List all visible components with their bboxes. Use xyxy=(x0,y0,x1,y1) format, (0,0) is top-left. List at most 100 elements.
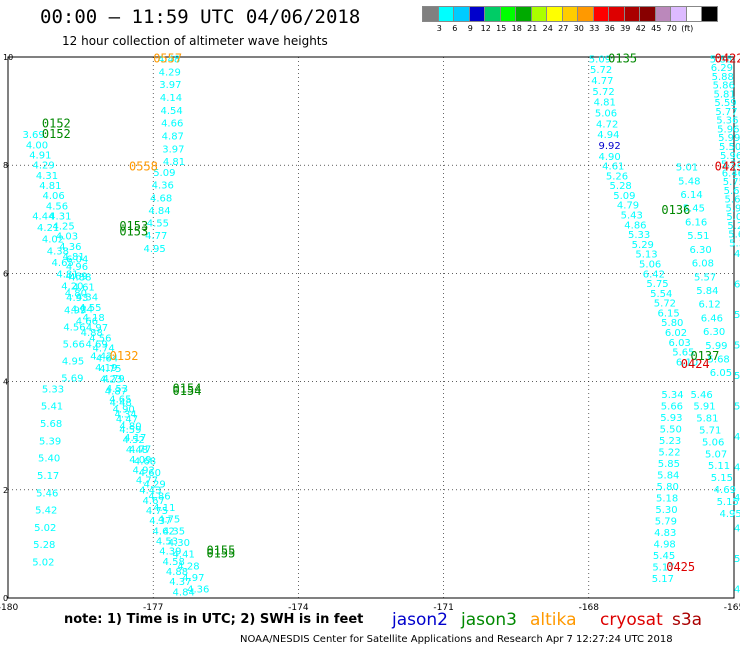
legend-label: 30 xyxy=(573,24,584,33)
wave-height-label: 5.06 xyxy=(702,437,724,448)
wave-height-label: 5.33 xyxy=(628,230,650,241)
wave-height-label: 5.80 xyxy=(657,482,679,493)
wave-height-label: 4.60 xyxy=(139,468,161,479)
chart-title: 00:00 – 11:59 UTC 04/06/2018 xyxy=(40,6,361,28)
legend-label: 27 xyxy=(558,24,569,33)
wave-height-label: 9.92 xyxy=(598,141,620,152)
legend-label: 15 xyxy=(496,24,507,33)
pass-time-label: 0154 xyxy=(173,381,202,395)
wave-height-label: 5.46 xyxy=(690,390,712,401)
legend-label: 18 xyxy=(511,24,522,33)
pass-time-label: 0422 xyxy=(715,51,740,65)
wave-height-label: 4.79 xyxy=(617,201,639,212)
wave-height-label: 5.58 xyxy=(721,160,740,171)
legend-label: 36 xyxy=(604,24,615,33)
wave-height-label: 4.84 xyxy=(734,249,740,260)
pass-time-label: 0423 xyxy=(715,160,740,174)
wave-height-label: 4.97 xyxy=(86,323,108,334)
wave-height-label: 4.83 xyxy=(654,528,676,539)
wave-height-label: 6.14 xyxy=(680,190,702,201)
x-tick-label: -165 xyxy=(724,603,740,613)
wave-height-label: 4.62 xyxy=(153,526,175,537)
wave-height-label: 4.69 xyxy=(85,340,107,351)
wave-height-label: 5.00 xyxy=(726,212,740,223)
wave-height-label: 4.61 xyxy=(602,162,624,173)
wave-height-label: 4.36 xyxy=(152,181,174,192)
wave-height-label: 5.45 xyxy=(653,551,675,562)
wave-height-label: 6.46 xyxy=(722,168,740,179)
wave-height-label: 5.99 xyxy=(705,341,727,352)
wave-height-label: 4.84 xyxy=(148,206,170,217)
wave-height-label: 5.93 xyxy=(725,203,740,214)
x-tick-label: -168 xyxy=(579,603,600,613)
wave-height-label: 6.46 xyxy=(701,313,723,324)
wave-height-label: 4.75 xyxy=(158,515,180,526)
legend-jason3: jason3 xyxy=(461,610,517,630)
wave-height-label: 4.58 xyxy=(163,557,185,568)
wave-height-label: 4.36 xyxy=(59,242,81,253)
wave-height-label: 4.79 xyxy=(103,374,125,385)
legend-label: 42 xyxy=(635,24,646,33)
wave-height-label: 4.66 xyxy=(161,119,183,130)
wave-height-label: 5.43 xyxy=(621,211,643,222)
wave-height-label: 4.59 xyxy=(119,425,141,436)
wave-height-label: 4.61 xyxy=(73,283,95,294)
wave-height-label: 4.42 xyxy=(90,351,112,362)
legend-label: 9 xyxy=(467,24,473,33)
wave-height-label: 5.26 xyxy=(606,171,628,182)
wave-height-label: 4.95 xyxy=(62,357,84,368)
wave-height-label: 4.90 xyxy=(598,152,620,163)
wave-height-label: 4.94 xyxy=(597,130,619,141)
wave-height-label: 5.68 xyxy=(708,354,730,365)
pass-time-label: 0424 xyxy=(681,357,710,371)
wave-height-label: 5.30 xyxy=(655,505,677,516)
wave-height-label: 4.55 xyxy=(147,219,169,230)
wave-height-label: 4.77 xyxy=(136,476,158,487)
wave-height-label: 4.81 xyxy=(56,270,78,281)
wave-height-label: 4.20 xyxy=(61,281,83,292)
wave-height-label: 5.84 xyxy=(657,470,679,481)
wave-height-label: 5.88 xyxy=(712,72,734,83)
wave-height-label: 5.02 xyxy=(32,558,54,569)
wave-height-label: 4.37 xyxy=(149,516,171,527)
wave-height-label: 4.48 xyxy=(126,445,148,456)
wave-height-label: 4.44 xyxy=(32,211,54,222)
wave-height-label: 5.51 xyxy=(687,231,709,242)
wave-height-label: 4.75 xyxy=(99,364,121,375)
wave-height-label: 5.54 xyxy=(650,289,672,300)
wave-height-label: 5.66 xyxy=(63,340,85,351)
wave-height-label: 4.06 xyxy=(43,191,65,202)
wave-height-label: 5.81 xyxy=(713,89,735,100)
wave-height-label: 4.87 xyxy=(162,132,184,143)
pass-time-label: 0154 xyxy=(173,384,202,398)
wave-height-label: 4.31 xyxy=(49,211,71,222)
wave-height-label: 4.34 xyxy=(76,293,98,304)
wave-height-label: 4.34 xyxy=(114,410,136,421)
wave-height-label: 4.00 xyxy=(26,140,48,151)
pass-time-label: 0153 xyxy=(119,225,148,239)
wave-height-label: 5.93 xyxy=(660,413,682,424)
wave-height-label: 5.75 xyxy=(723,177,740,188)
wave-height-label: 6.29 xyxy=(711,63,733,74)
wave-height-label: 4.56 xyxy=(89,333,111,344)
wave-height-label: 4.39 xyxy=(159,547,181,558)
wave-height-label: 5.33 xyxy=(42,384,64,395)
wave-height-label: 4.03 xyxy=(56,232,78,243)
wave-height-label: 5.59 xyxy=(714,98,736,109)
wave-height-label: 4.93 xyxy=(66,293,88,304)
wave-height-label: 5.40 xyxy=(38,454,60,465)
wave-height-label: 4.65 xyxy=(109,394,131,405)
wave-height-label: 4.88 xyxy=(69,272,91,283)
wave-height-label: 4.80 xyxy=(734,432,740,443)
wave-height-label: 5.75 xyxy=(734,310,740,321)
wave-height-label: 4.64 xyxy=(96,354,118,365)
wave-height-label: 5.15 xyxy=(717,497,739,508)
legend-swatch xyxy=(701,6,718,22)
y-tick-label: 2 xyxy=(3,486,8,495)
wave-height-label: 4.57 xyxy=(734,524,740,535)
wave-height-label: 5.17 xyxy=(652,574,674,585)
wave-height-label: 4.68 xyxy=(150,193,172,204)
wave-height-label: 4.88 xyxy=(81,328,103,339)
wave-height-label: 4.81 xyxy=(63,252,85,263)
